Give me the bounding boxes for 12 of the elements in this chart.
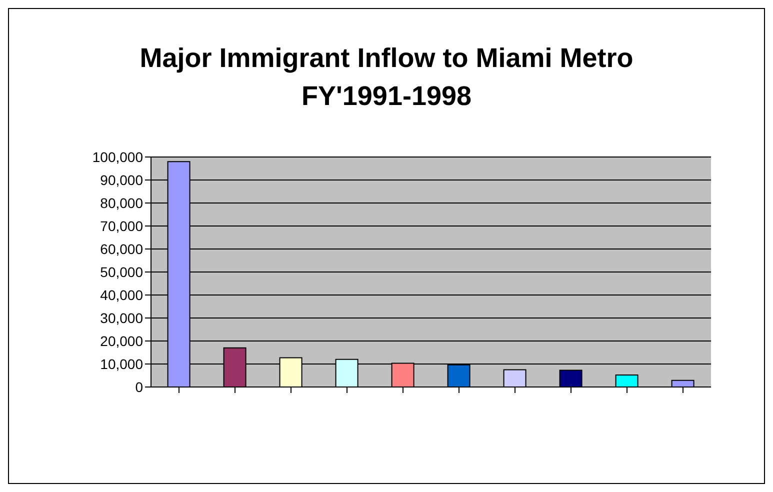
y-tick-label: 40,000	[100, 286, 144, 303]
chart-title: Major Immigrant Inflow to Miami Metro FY'1991-1998	[138, 42, 634, 113]
y-tick-label: 50,000	[100, 264, 144, 280]
y-tick-label: 70,000	[100, 218, 144, 234]
y-tick-label: 0	[135, 378, 144, 395]
y-tick-label: 80,000	[100, 194, 144, 211]
y-tick-label: 30,000	[100, 310, 144, 326]
y-tick-label: 60,000	[100, 240, 144, 257]
y-tick-label: 90,000	[100, 172, 144, 188]
y-tick-label: 10,000	[100, 356, 144, 372]
y-tick-label: 100,000	[92, 148, 144, 165]
y-tick-label: 20,000	[100, 332, 144, 349]
